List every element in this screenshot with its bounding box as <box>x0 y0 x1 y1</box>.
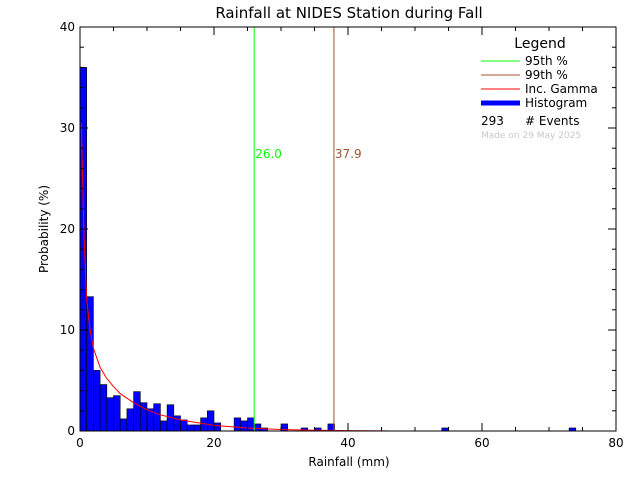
events-count: 293 <box>481 114 504 128</box>
y-axis-label: Probability (%) <box>37 185 51 273</box>
y-tick-label: 20 <box>60 222 75 236</box>
legend-title: Legend <box>514 36 565 52</box>
chart-title: Rainfall at NIDES Station during Fall <box>215 4 482 22</box>
histogram-bar <box>119 418 128 432</box>
gamma-curve-line <box>80 122 389 432</box>
legend-label-histogram: Histogram <box>525 96 587 110</box>
histogram-bar <box>126 408 134 432</box>
histogram-bar <box>99 384 108 432</box>
histogram-bar <box>207 410 215 432</box>
legend-label-incgamma: Inc. Gamma <box>525 82 598 96</box>
histogram-bar <box>133 391 141 432</box>
histogram-bar <box>240 420 248 432</box>
x-tick-label: 80 <box>608 436 623 450</box>
gamma-curve <box>80 122 389 432</box>
x-tick-label: 60 <box>474 436 489 450</box>
histogram-bar <box>180 419 188 432</box>
x-axis-label: Rainfall (mm) <box>308 455 389 469</box>
histogram-bar <box>106 397 114 432</box>
percentile-label-95th: 26.0 <box>255 147 282 161</box>
legend-label-99th: 99th % <box>525 68 568 82</box>
y-tick-label: 10 <box>60 323 75 337</box>
histogram-bar <box>160 420 168 432</box>
x-tick-labels: 0 20 40 60 80 <box>76 436 623 450</box>
events-label: # Events <box>525 114 580 128</box>
y-tick-label: 30 <box>60 121 75 135</box>
histogram-bar <box>233 417 242 432</box>
y-tick-label: 40 <box>60 20 75 34</box>
histogram-bar <box>247 417 255 432</box>
percentile-label-99th: 37.9 <box>335 147 362 161</box>
histogram-bar <box>93 370 101 432</box>
histogram-bar <box>193 424 201 432</box>
legend-label-95th: 95th % <box>525 54 568 68</box>
axis-ticks <box>79 26 617 432</box>
x-tick-label: 0 <box>76 436 84 450</box>
histogram-bar <box>186 424 195 432</box>
y-tick-label: 0 <box>67 424 75 438</box>
percentile-lines: 26.0 37.9 <box>253 27 362 431</box>
histogram-bar <box>153 403 161 432</box>
histogram-bar <box>86 296 94 432</box>
histogram-bar <box>113 395 121 432</box>
histogram-bar <box>253 423 262 432</box>
y-tick-labels: 0 10 20 30 40 <box>60 20 75 438</box>
histogram-bar <box>213 422 221 432</box>
x-tick-label: 20 <box>206 436 221 450</box>
x-tick-label: 40 <box>340 436 355 450</box>
made-on-note: Made on 29 May 2025 <box>481 131 581 141</box>
